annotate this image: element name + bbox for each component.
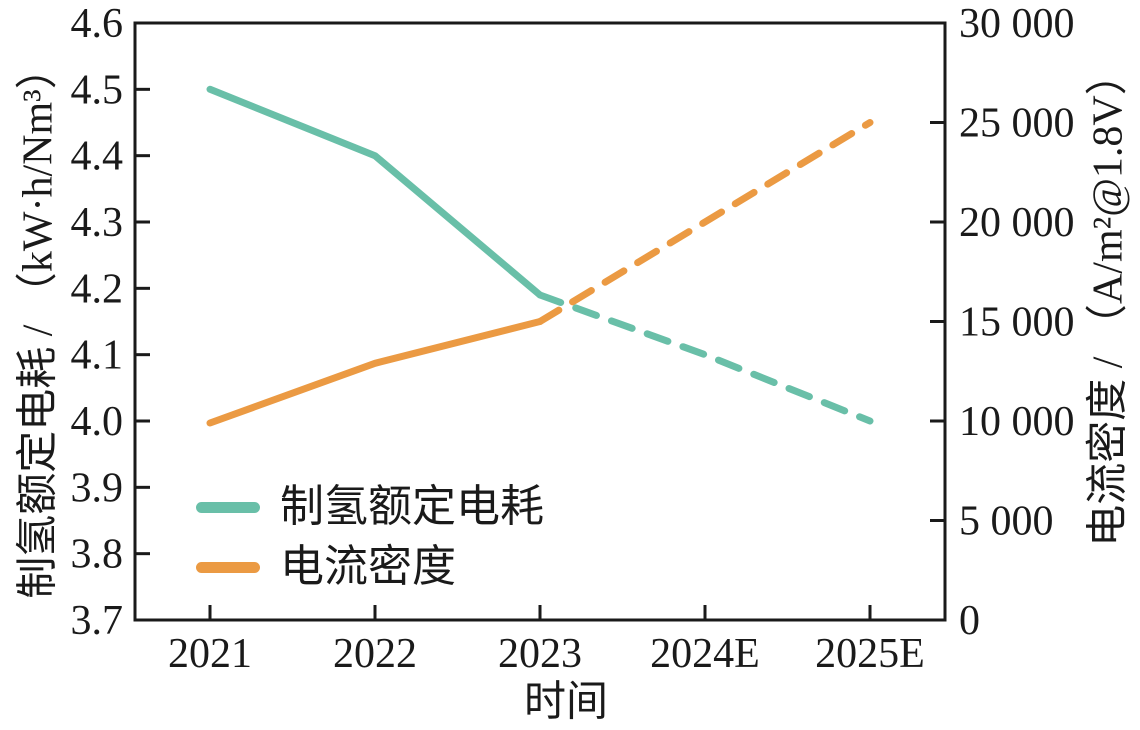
legend-swatch-current-density	[196, 561, 260, 573]
series-line-electricity-consumption-dashed	[536, 291, 874, 425]
x-axis-title: 时间	[523, 679, 609, 726]
legend-item-electricity-consumption: 制氢额定电耗	[196, 478, 544, 536]
right-axis-tick-label: 0	[959, 598, 980, 644]
left-axis-tick-label: 4.5	[71, 67, 124, 113]
legend: 制氢额定电耗 电流密度	[196, 478, 544, 596]
left-axis-tick-label: 4.1	[71, 333, 124, 379]
left-axis-tick-label: 3.8	[71, 532, 124, 578]
left-axis-tick-label: 4.2	[71, 266, 124, 312]
right-axis-tick-label: 10 000	[959, 399, 1075, 445]
right-axis-tick-label: 25 000	[959, 101, 1075, 147]
right-axis-tick-label: 15 000	[959, 300, 1075, 346]
left-y-axis-title: 制氢额定电耗 / （kW·h/Nm³）	[15, 47, 62, 599]
legend-label-current-density: 电流密度	[280, 542, 456, 591]
series-line-current-density-solid	[206, 318, 544, 427]
left-axis-tick-label: 3.9	[71, 465, 124, 511]
x-axis-tick-label: 2025E	[815, 631, 925, 677]
legend-item-current-density: 电流密度	[196, 538, 544, 596]
x-axis-tick-label: 2021	[168, 631, 252, 677]
left-axis-tick-label: 3.7	[71, 598, 124, 644]
left-axis-tick-label: 4.4	[71, 134, 124, 180]
legend-swatch-electricity-consumption	[196, 501, 260, 513]
x-axis-tick-label: 2023	[498, 631, 582, 677]
series-line-electricity-consumption-solid	[206, 85, 544, 299]
right-axis-tick-label: 30 000	[959, 1, 1075, 47]
left-axis-tick-label: 4.6	[71, 1, 124, 47]
legend-label-electricity-consumption: 制氢额定电耗	[280, 482, 544, 531]
x-axis-tick-label: 2022	[333, 631, 417, 677]
x-axis-tick-label: 2024E	[650, 631, 760, 677]
right-y-axis-title: 电流密度 / （A/m²@1.8V）	[1085, 53, 1132, 547]
left-axis-tick-label: 4.3	[71, 200, 124, 246]
left-axis-tick-label: 4.0	[71, 399, 124, 445]
right-axis-tick-label: 5 000	[959, 499, 1054, 545]
series-line-current-density-dashed	[536, 119, 874, 325]
right-axis-tick-label: 20 000	[959, 200, 1075, 246]
